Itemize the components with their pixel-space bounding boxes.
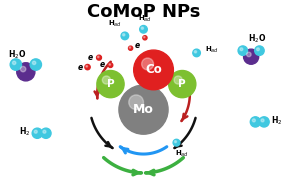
Text: H$_2$O: H$_2$O <box>248 33 266 45</box>
Ellipse shape <box>240 48 243 51</box>
Ellipse shape <box>30 59 42 70</box>
Ellipse shape <box>123 34 125 36</box>
Text: P: P <box>107 79 114 89</box>
Ellipse shape <box>257 48 259 51</box>
Ellipse shape <box>169 70 196 98</box>
Text: H$_2$: H$_2$ <box>271 115 283 127</box>
Ellipse shape <box>250 117 261 127</box>
Ellipse shape <box>85 64 90 70</box>
Ellipse shape <box>12 61 16 65</box>
Text: e: e <box>99 60 104 69</box>
Ellipse shape <box>255 46 264 55</box>
Text: e: e <box>135 41 140 50</box>
Text: CoMoP NPs: CoMoP NPs <box>87 3 200 21</box>
Ellipse shape <box>174 141 177 143</box>
Ellipse shape <box>238 46 247 55</box>
Ellipse shape <box>252 119 255 122</box>
Ellipse shape <box>143 36 147 40</box>
Ellipse shape <box>134 50 173 90</box>
Ellipse shape <box>109 64 110 65</box>
Text: H$_{ad}$: H$_{ad}$ <box>108 19 122 29</box>
Ellipse shape <box>259 117 269 127</box>
Ellipse shape <box>174 76 182 84</box>
Ellipse shape <box>144 36 145 38</box>
Ellipse shape <box>41 128 51 138</box>
Ellipse shape <box>20 66 26 72</box>
Ellipse shape <box>193 49 200 57</box>
Text: Co: Co <box>145 64 162 76</box>
Ellipse shape <box>102 76 110 84</box>
Ellipse shape <box>108 63 113 67</box>
Text: Mo: Mo <box>133 103 154 116</box>
Ellipse shape <box>194 51 197 53</box>
Text: H$_2$O: H$_2$O <box>8 49 26 61</box>
Ellipse shape <box>142 58 154 70</box>
Ellipse shape <box>34 130 37 133</box>
Ellipse shape <box>97 70 124 98</box>
Text: H$_2$: H$_2$ <box>19 125 30 138</box>
Ellipse shape <box>247 52 251 57</box>
Text: P: P <box>179 79 186 89</box>
Ellipse shape <box>32 128 42 138</box>
Text: H$_{ad}$: H$_{ad}$ <box>138 13 152 24</box>
Text: H$_{ad}$: H$_{ad}$ <box>205 45 219 55</box>
Ellipse shape <box>129 95 144 110</box>
Ellipse shape <box>98 56 99 58</box>
Ellipse shape <box>119 85 168 134</box>
Text: H$_{ad}$: H$_{ad}$ <box>175 148 189 159</box>
Text: e: e <box>88 53 93 62</box>
Ellipse shape <box>96 55 102 60</box>
Ellipse shape <box>261 119 264 122</box>
Ellipse shape <box>17 63 35 81</box>
Ellipse shape <box>121 32 129 40</box>
Ellipse shape <box>32 61 36 65</box>
Text: e: e <box>77 63 82 72</box>
Ellipse shape <box>129 46 133 50</box>
Ellipse shape <box>141 27 144 29</box>
Ellipse shape <box>173 139 180 146</box>
Ellipse shape <box>244 49 259 64</box>
Ellipse shape <box>140 26 147 33</box>
Ellipse shape <box>86 66 88 67</box>
Ellipse shape <box>10 59 22 70</box>
Ellipse shape <box>43 130 46 133</box>
Ellipse shape <box>129 47 131 48</box>
